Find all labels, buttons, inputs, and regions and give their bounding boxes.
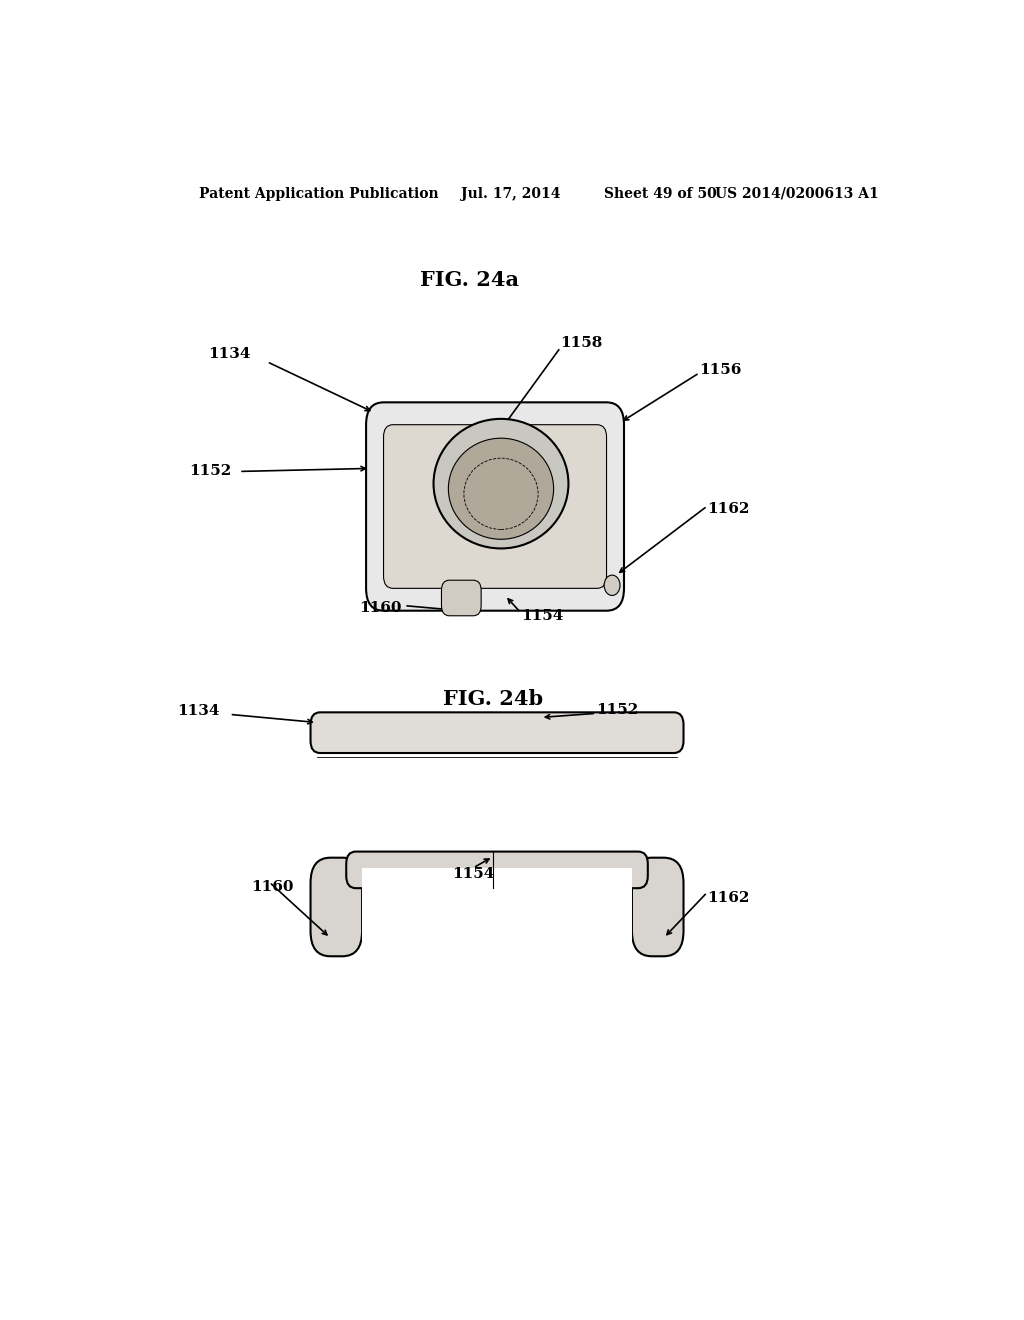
Text: 1154: 1154 — [521, 609, 563, 623]
Text: 1134: 1134 — [177, 705, 219, 718]
Text: 1154: 1154 — [452, 867, 495, 880]
Ellipse shape — [449, 438, 554, 540]
Text: 1158: 1158 — [560, 337, 603, 350]
Text: US 2014/0200613 A1: US 2014/0200613 A1 — [715, 187, 879, 201]
FancyBboxPatch shape — [367, 403, 624, 611]
Text: Patent Application Publication: Patent Application Publication — [200, 187, 439, 201]
Text: 1134: 1134 — [209, 347, 251, 360]
FancyBboxPatch shape — [632, 858, 684, 956]
FancyBboxPatch shape — [441, 581, 481, 616]
FancyBboxPatch shape — [384, 425, 606, 589]
FancyBboxPatch shape — [346, 851, 648, 888]
Text: 1152: 1152 — [188, 465, 231, 478]
Text: FIG. 24b: FIG. 24b — [443, 689, 543, 709]
Text: 1160: 1160 — [359, 601, 401, 615]
Text: 1162: 1162 — [708, 502, 750, 516]
FancyBboxPatch shape — [310, 858, 362, 956]
Ellipse shape — [433, 418, 568, 548]
Text: Jul. 17, 2014: Jul. 17, 2014 — [461, 187, 561, 201]
Text: 1162: 1162 — [708, 891, 750, 906]
Text: Sheet 49 of 50: Sheet 49 of 50 — [604, 187, 717, 201]
Text: 1160: 1160 — [251, 880, 294, 894]
FancyBboxPatch shape — [310, 713, 684, 752]
Bar — [362, 867, 632, 952]
Text: 1156: 1156 — [699, 363, 741, 376]
Text: FIG. 24a: FIG. 24a — [420, 271, 519, 290]
Text: 1152: 1152 — [596, 704, 639, 717]
Circle shape — [604, 576, 621, 595]
